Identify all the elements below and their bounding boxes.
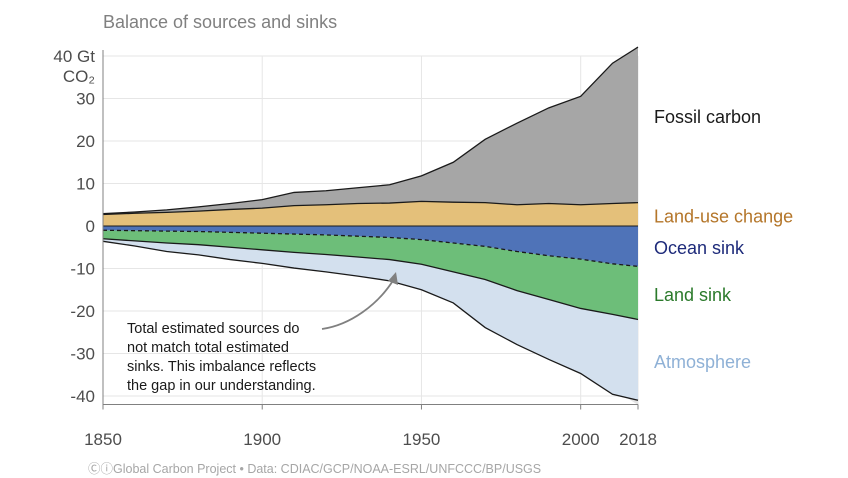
land-sink-line <box>102 238 639 321</box>
annotation: Total estimated sources do not match tota… <box>127 272 398 394</box>
fossil-carbon-area <box>103 47 638 215</box>
chart-areas <box>102 46 639 405</box>
series-label: Land-use change <box>654 206 793 226</box>
footer: ⒸⓘGlobal Carbon Project • Data: CDIAC/GC… <box>88 458 541 477</box>
fossil-carbon-line <box>102 46 639 215</box>
y-tick-label: -30 <box>70 345 95 364</box>
land-use-change-line <box>102 200 639 216</box>
y-tick-label: 0 <box>86 217 95 236</box>
annotation-arrowhead <box>388 272 398 285</box>
atmosphere-line <box>102 240 639 401</box>
annotation-arrow <box>321 278 395 330</box>
chart-title: Balance of sources and sinks <box>103 12 338 32</box>
atmosphere-area <box>103 238 638 401</box>
y-unit-label: CO₂ <box>63 67 95 86</box>
annotation-text: sinks. This imbalance reflects <box>127 359 316 375</box>
y-tick-label: -10 <box>70 260 95 279</box>
annotation-text: not match total estimated <box>127 340 289 356</box>
ocean-sink-area <box>103 226 638 267</box>
land-use-change-area <box>103 201 638 226</box>
y-tick-label: 30 <box>76 90 95 109</box>
y-tick-label: 20 <box>76 132 95 151</box>
x-tick-label: 2018 <box>619 430 657 449</box>
y-unit-label: 40 Gt <box>53 47 95 66</box>
footer-text: Global Carbon Project • Data: CDIAC/GCP/… <box>113 462 542 476</box>
series-labels: Land-use change Fossil carbon Ocean sink La… <box>654 107 793 372</box>
x-tick-label: 1950 <box>403 430 441 449</box>
series-label: Fossil carbon <box>654 107 761 127</box>
series-label: Land sink <box>654 285 732 305</box>
x-tick-label: 1900 <box>243 430 281 449</box>
y-tick-label: -20 <box>70 302 95 321</box>
series-label: Ocean sink <box>654 238 745 258</box>
cc-by-icon: Ⓒⓘ <box>88 462 114 476</box>
land-sink-area <box>103 230 638 320</box>
x-tick-label: 1850 <box>84 430 122 449</box>
series-label: Atmosphere <box>654 352 751 372</box>
y-tick-label: -40 <box>70 387 95 406</box>
x-tick-label: 2000 <box>562 430 600 449</box>
annotation-text: Total estimated sources do <box>127 321 299 337</box>
y-tick-label: 10 <box>76 175 95 194</box>
annotation-text: the gap in our understanding. <box>127 378 316 394</box>
